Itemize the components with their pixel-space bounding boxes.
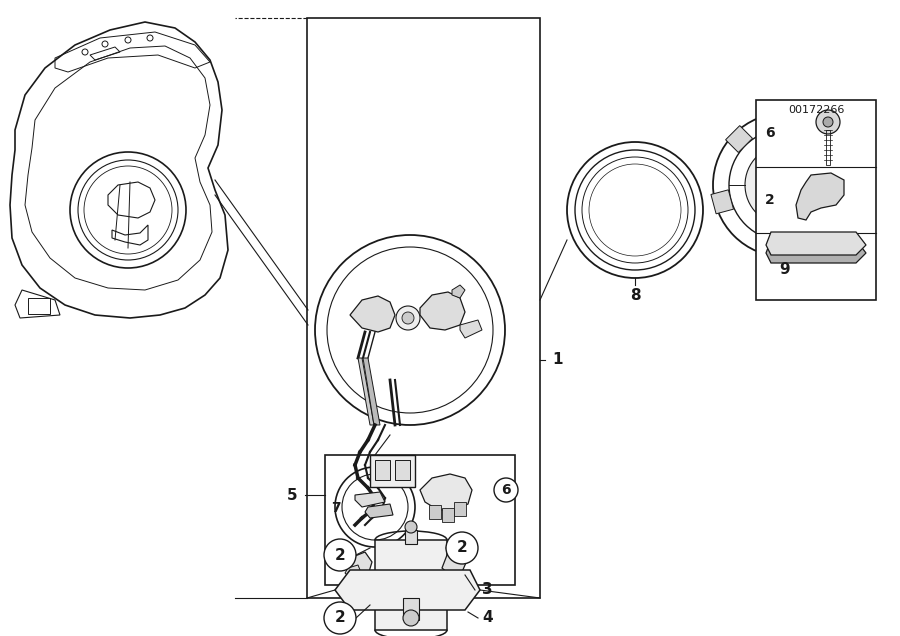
Text: 9: 9 [779, 263, 790, 277]
Bar [395, 460, 410, 480]
Text: 4: 4 [482, 611, 493, 625]
Text: 2: 2 [335, 611, 346, 625]
Bar [403, 598, 419, 620]
Text: 2: 2 [335, 548, 346, 562]
Circle shape [403, 610, 419, 626]
Bar [826, 130, 830, 165]
Bar [370, 455, 415, 487]
Polygon shape [429, 505, 441, 519]
Polygon shape [725, 125, 752, 153]
Polygon shape [363, 358, 380, 425]
Polygon shape [766, 232, 866, 255]
Circle shape [324, 602, 356, 634]
Polygon shape [442, 508, 454, 522]
Circle shape [396, 306, 420, 330]
Polygon shape [442, 550, 468, 575]
Text: 2: 2 [765, 193, 775, 207]
Text: 6: 6 [765, 126, 775, 140]
Polygon shape [448, 572, 460, 585]
Text: 00172266: 00172266 [788, 105, 844, 115]
Bar [375, 460, 390, 480]
Polygon shape [460, 320, 482, 338]
Circle shape [816, 110, 840, 134]
Polygon shape [796, 173, 844, 220]
Circle shape [405, 521, 417, 533]
Polygon shape [348, 552, 372, 578]
Bar [375, 540, 447, 630]
Polygon shape [836, 156, 860, 180]
Circle shape [446, 532, 478, 564]
Text: 5: 5 [287, 488, 297, 502]
Circle shape [402, 312, 414, 324]
Polygon shape [355, 492, 385, 507]
Polygon shape [756, 237, 780, 259]
Text: 3: 3 [482, 583, 492, 597]
Polygon shape [790, 111, 814, 134]
Text: 7: 7 [331, 501, 341, 515]
Polygon shape [350, 296, 395, 332]
Circle shape [494, 478, 518, 502]
Text: 2: 2 [456, 541, 467, 555]
Circle shape [823, 117, 833, 127]
Polygon shape [454, 502, 466, 516]
Bar [325, 455, 515, 585]
Bar [405, 530, 417, 544]
Bar [28, 298, 50, 314]
Bar [756, 100, 876, 300]
Polygon shape [766, 240, 866, 263]
Bar [307, 18, 540, 598]
Polygon shape [817, 218, 844, 244]
Polygon shape [452, 285, 465, 298]
Polygon shape [420, 474, 472, 510]
Text: 6: 6 [501, 483, 511, 497]
Text: 8: 8 [630, 287, 640, 303]
Polygon shape [345, 565, 362, 580]
Polygon shape [358, 358, 374, 425]
Text: 1: 1 [553, 352, 563, 368]
Polygon shape [420, 292, 465, 330]
Circle shape [745, 145, 825, 225]
Polygon shape [335, 570, 480, 610]
Polygon shape [365, 504, 393, 518]
Polygon shape [711, 190, 733, 214]
Circle shape [324, 539, 356, 571]
